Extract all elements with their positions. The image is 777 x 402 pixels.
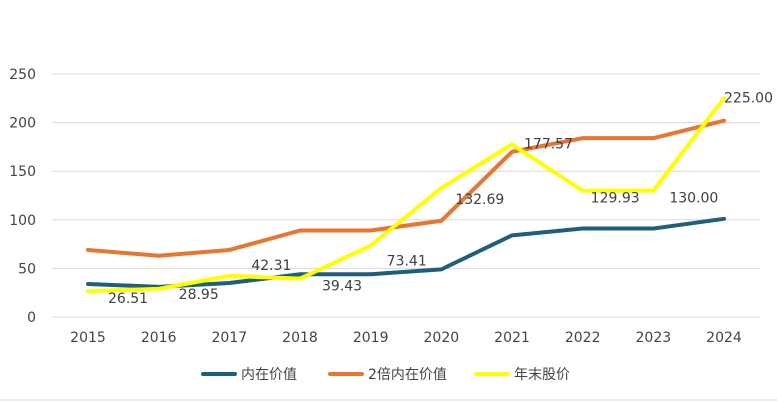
data-label: 130.00 [669, 191, 718, 207]
x-tick-label: 2018 [282, 330, 318, 346]
legend-label: 2倍内在价值 [368, 367, 447, 383]
data-label: 129.93 [591, 191, 640, 207]
x-tick-label: 2020 [424, 330, 460, 346]
data-label: 26.51 [108, 291, 148, 307]
data-labels: 26.51 28.95 42.31 39.43 73.41 132.69 177.57 129… [108, 90, 773, 307]
data-label: 132.69 [455, 192, 504, 208]
x-tick-label: 2021 [494, 330, 530, 346]
data-label: 177.57 [524, 136, 573, 152]
y-tick-label: 250 [9, 67, 36, 83]
data-label: 39.43 [322, 279, 362, 295]
data-label: 28.95 [179, 287, 219, 303]
x-tick-label: 2024 [706, 330, 742, 346]
legend: 内在价值 2倍内在价值 年末股价 [0, 367, 777, 401]
data-label: 73.41 [387, 254, 427, 270]
legend-label: 年末股价 [514, 367, 570, 383]
legend-label: 内在价值 [241, 367, 297, 383]
data-label: 225.00 [724, 90, 773, 106]
x-tick-label: 2015 [70, 330, 106, 346]
y-tick-label: 200 [9, 116, 36, 132]
data-label: 42.31 [251, 258, 291, 274]
series-lines [86, 96, 726, 294]
x-axis-ticks: 2015 2016 2017 2018 2019 2020 2021 2022 2023 2024 [70, 330, 742, 346]
series-line-2 [86, 96, 726, 294]
y-axis-ticks: 0 50 100 150 200 250 [9, 67, 36, 326]
y-tick-label: 100 [9, 213, 36, 229]
x-tick-label: 2023 [636, 330, 672, 346]
series-line-0 [86, 216, 726, 289]
y-tick-label: 0 [27, 310, 36, 326]
x-tick-label: 2016 [141, 330, 177, 346]
gridlines [52, 73, 760, 318]
series-line-1 [86, 118, 726, 258]
x-tick-label: 2022 [565, 330, 601, 346]
x-tick-label: 2017 [212, 330, 248, 346]
x-tick-label: 2019 [353, 330, 389, 346]
y-tick-label: 150 [9, 164, 36, 180]
y-tick-label: 50 [18, 261, 36, 277]
